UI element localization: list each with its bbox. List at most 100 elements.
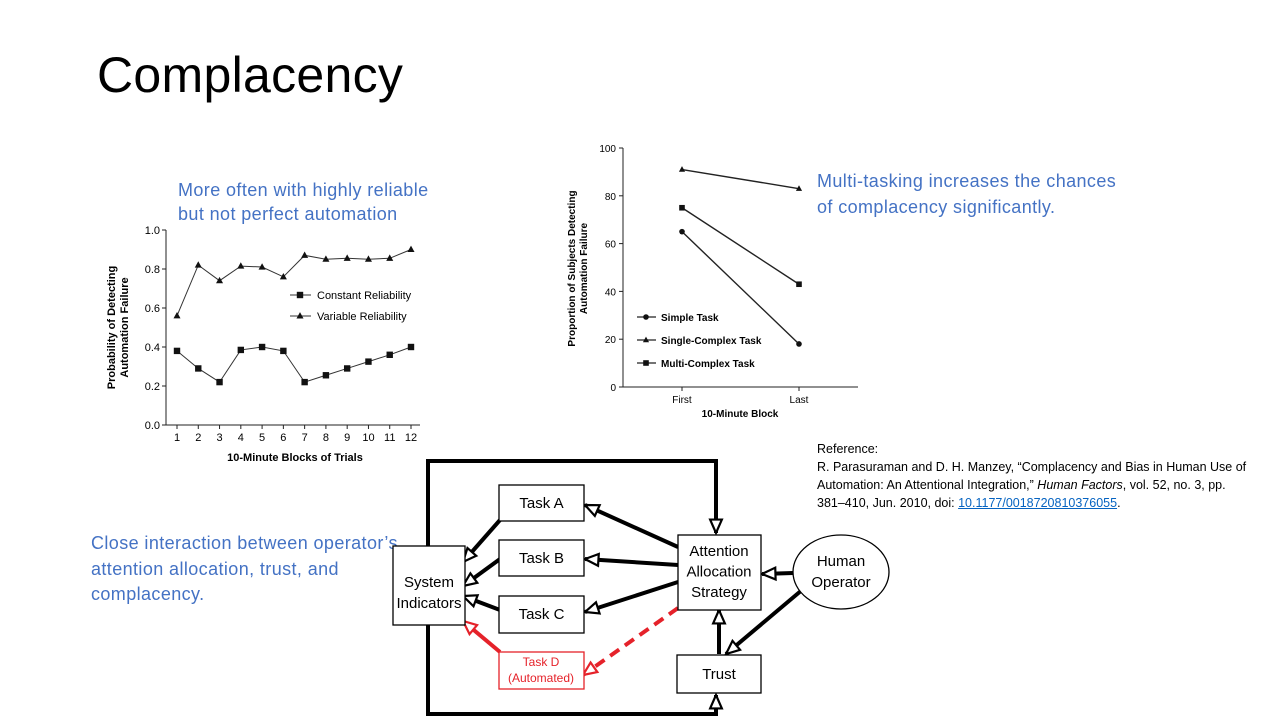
x-tick-label: 1 [174, 432, 180, 444]
y-axis-title-line: Automation Failure [119, 277, 131, 377]
task-a-label: Task A [519, 495, 563, 512]
data-point [258, 263, 266, 270]
series-line [681, 231, 800, 345]
y-axis-title-line: Automation Failure [579, 223, 590, 315]
data-point [173, 347, 181, 355]
note-line: attention allocation, trust, and [91, 558, 339, 579]
y-tick-label: 0.4 [145, 342, 160, 354]
reference-text: 381–410, Jun. 2010, doi: [817, 496, 959, 510]
data-point [301, 378, 308, 386]
doi-link[interactable]: 10.1177/0018720810376055 [958, 496, 1118, 510]
reference-text: , vol. 52, no. 3, pp. [1122, 478, 1226, 492]
x-tick-label: 10 [362, 432, 374, 444]
x-tick-label: 4 [238, 432, 244, 444]
x-tick-label: 2 [195, 432, 201, 444]
legend-label: Single-Complex Task [661, 336, 762, 347]
x-axis-title: 10-Minute Blocks of Trials [227, 452, 363, 464]
series-line [176, 249, 412, 316]
data-point [343, 254, 351, 261]
legend: Constant Reliability Variable Reliability [290, 290, 412, 323]
x-axis-title: 10-Minute Block [702, 409, 779, 420]
data-point [322, 255, 330, 262]
label-line: Strategy [691, 584, 747, 601]
x-tick-label: 6 [280, 432, 286, 444]
label-line: Indicators [396, 595, 461, 612]
reference-heading: Reference: [817, 442, 879, 456]
note-line: More often with highly reliable [178, 180, 429, 200]
data-point [365, 358, 372, 365]
y-tick-label: 0.8 [145, 264, 160, 276]
note-line: of complacency significantly. [817, 197, 1056, 217]
data-point [173, 311, 181, 319]
legend-label: Multi-Complex Task [661, 359, 755, 370]
data-point [195, 365, 202, 372]
y-tick-label: 0 [610, 383, 616, 394]
x-tick-label: 9 [344, 432, 350, 444]
legend-marker [296, 312, 304, 319]
legend-marker [643, 360, 649, 366]
note-reliable-automation: More often with highly reliable but not … [178, 178, 429, 226]
arrow-frame-to-attention [498, 459, 716, 533]
data-point [364, 255, 372, 262]
data-point [258, 343, 266, 351]
x-tick-label: 11 [384, 432, 395, 444]
y-axis-title: Proportion of Subjects Detecting Automati… [567, 190, 590, 346]
y-tick-label: 1.0 [145, 225, 160, 237]
data-point [386, 254, 394, 261]
task-b-label: Task B [519, 550, 564, 567]
legend-label: Simple Task [661, 313, 719, 324]
data-point [216, 378, 223, 386]
data-point [216, 276, 224, 284]
series-line [681, 207, 800, 285]
attention-allocation-box [677, 534, 762, 611]
data-point [679, 228, 685, 235]
arrow-task-a-to-indicators [463, 518, 502, 562]
x-tick-label: 8 [323, 432, 329, 444]
legend-marker [643, 314, 649, 320]
human-operator-ellipse [792, 534, 890, 610]
task-b-box [498, 539, 585, 577]
data-point [237, 262, 245, 269]
series-multi-complex-task [679, 204, 802, 288]
task-c-label: Task C [519, 606, 565, 623]
data-point [796, 281, 802, 288]
arrow-attention-to-task-b [585, 559, 679, 565]
task-a-box [498, 484, 585, 522]
arrow-attention-to-task-a [585, 503, 679, 549]
y-tick-label: 0.6 [145, 303, 160, 315]
y-axis-title-line: Probability of Detecting [106, 266, 118, 389]
task-d-label: Task D (Automated) [508, 655, 574, 685]
y-axis-title-line: Proportion of Subjects Detecting [567, 190, 578, 346]
label-line: System [404, 574, 454, 591]
data-point [795, 185, 803, 191]
reference-line-3: 381–410, Jun. 2010, doi: 10.1177/0018720… [817, 494, 1277, 512]
series-single-complex-task [678, 166, 803, 191]
series-constant-reliability [173, 343, 415, 386]
system-indicators-label: System Indicators [396, 574, 461, 612]
label-line: Operator [811, 574, 870, 591]
arrow-task-c-to-indicators [463, 596, 501, 612]
trust-label: Trust [702, 666, 736, 683]
data-point [301, 251, 309, 258]
system-indicators-box [392, 545, 466, 626]
data-point [237, 346, 245, 354]
task-c-box [498, 595, 585, 634]
data-point [322, 372, 330, 379]
human-operator-label: Human Operator [811, 553, 870, 591]
x-tick-label: 12 [405, 432, 417, 444]
series-line [176, 346, 412, 383]
data-point [386, 351, 393, 358]
x-tick-label: 3 [216, 432, 222, 444]
y-tick-label: 60 [605, 240, 617, 251]
y-tick-label: 0.0 [145, 420, 160, 432]
arrow-attention-to-task-c [585, 580, 679, 612]
x-tick-label: Last [790, 395, 809, 406]
reference-block: Reference: R. Parasuraman and D. H. Manz… [817, 440, 1277, 512]
arrow-attention-to-task-d [583, 606, 680, 677]
x-tick-label: First [672, 395, 692, 406]
note-line: but not perfect automation [178, 204, 398, 224]
x-tick-label: 5 [259, 432, 265, 444]
